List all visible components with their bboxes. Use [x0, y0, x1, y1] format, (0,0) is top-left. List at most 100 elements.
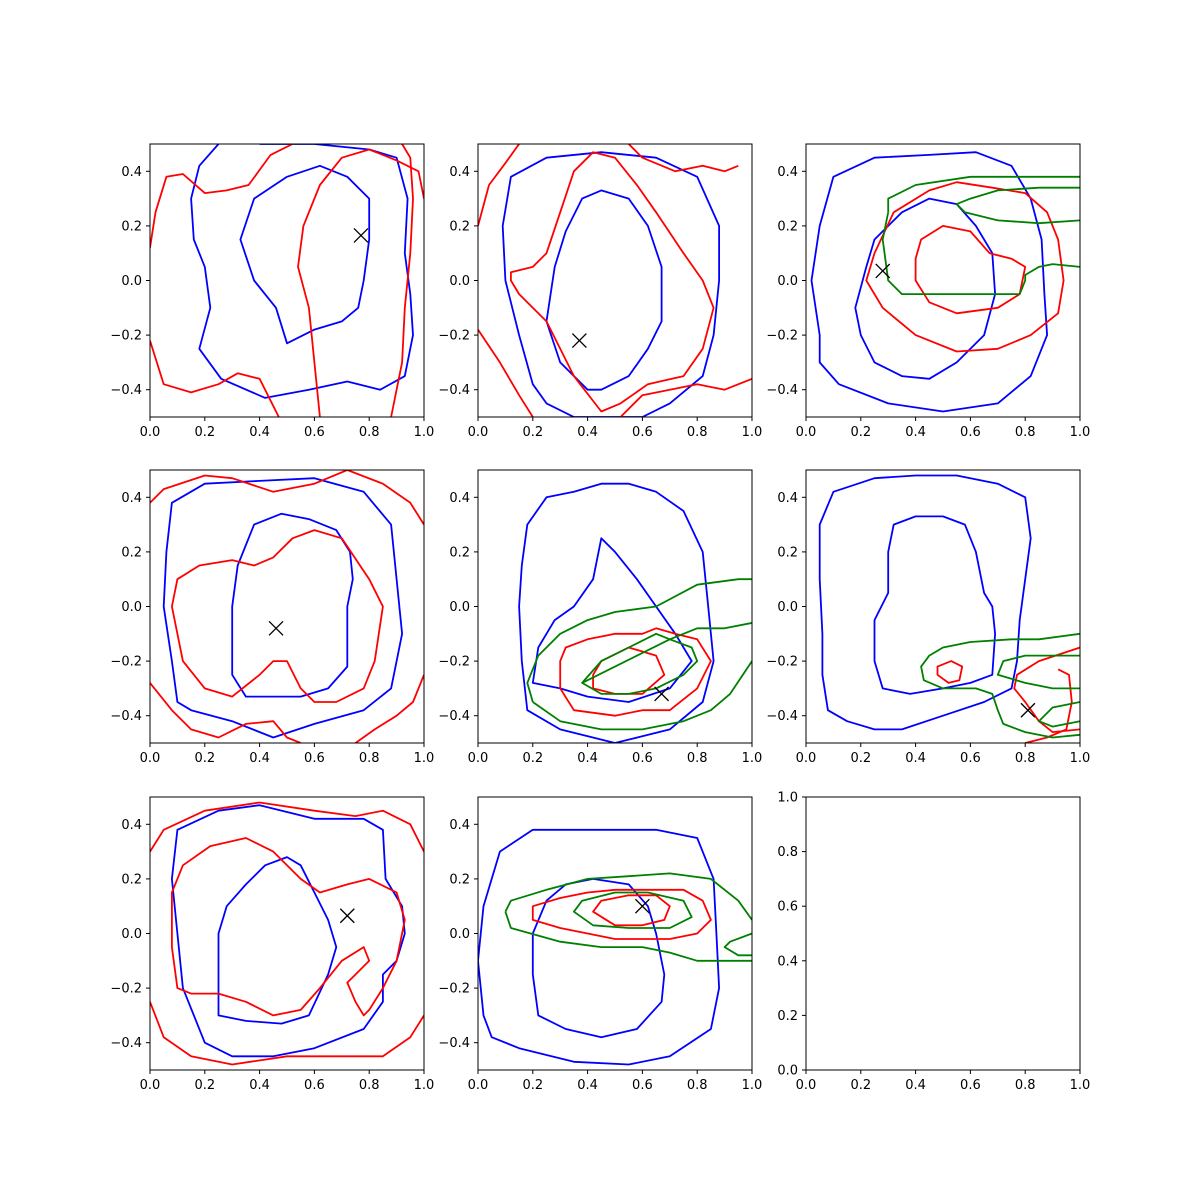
- y-tick-label: −0.2: [110, 329, 142, 344]
- y-tick-label: 0.0: [449, 274, 470, 289]
- y-tick-label: 0.0: [777, 600, 798, 615]
- green-contour-8: [1038, 701, 1080, 728]
- y-tick-label: −0.4: [766, 709, 798, 724]
- y-tick-label: 0.4: [449, 491, 470, 506]
- x-tick-label: 0.6: [632, 751, 653, 766]
- y-tick-label: 0.0: [449, 927, 470, 942]
- x-marker: [339, 908, 355, 924]
- x-tick-label: 0.0: [468, 751, 489, 766]
- x-tick-label: 0.8: [1015, 751, 1036, 766]
- blue-contour-1: [518, 482, 715, 743]
- axes-frame: [805, 469, 1081, 744]
- y-tick-label: 0.2: [449, 872, 470, 887]
- red-contour-4: [150, 682, 302, 743]
- blue-contour-1: [162, 477, 404, 739]
- red-contour-4: [1013, 646, 1080, 733]
- y-tick-label: 0.0: [121, 927, 142, 942]
- y-tick-label: 0.2: [777, 1009, 798, 1024]
- x-tick-label: 0.8: [687, 1078, 708, 1093]
- x-marker: [571, 333, 587, 349]
- axes-frame: [149, 143, 425, 418]
- blue-contour-2: [531, 537, 693, 703]
- x-tick-label: 1.0: [1070, 751, 1091, 766]
- blue-contour-2: [239, 164, 371, 345]
- green-contour-5: [526, 578, 752, 703]
- x-tick-label: 0.4: [905, 425, 926, 440]
- red-contour-4: [150, 340, 280, 417]
- y-tick-label: 0.4: [777, 954, 798, 969]
- y-tick-label: −0.4: [438, 383, 470, 398]
- x-tick-label: 0.0: [140, 751, 161, 766]
- x-tick-label: 1.0: [1070, 425, 1091, 440]
- y-tick-label: 0.4: [121, 491, 142, 506]
- blue-contour-1: [170, 804, 406, 1058]
- y-tick-label: 0.0: [449, 600, 470, 615]
- green-contour-8: [581, 638, 699, 695]
- x-tick-label: 0.4: [905, 751, 926, 766]
- x-tick-label: 1.0: [1070, 1078, 1091, 1093]
- x-tick-label: 0.4: [249, 425, 270, 440]
- green-contour-5: [504, 872, 752, 921]
- red-contour-6: [390, 144, 414, 417]
- y-tick-label: 0.4: [777, 165, 798, 180]
- x-tick-label: 0.8: [359, 425, 380, 440]
- plot-area: [518, 482, 752, 743]
- x-marker: [875, 263, 891, 279]
- x-tick-label: 0.6: [632, 425, 653, 440]
- blue-contour-2: [854, 197, 996, 380]
- x-tick-label: 0.2: [522, 1078, 543, 1093]
- subplot-6: 0.0 0.2 0.4 0.6 0.8 1.0 −0.4 −0.2 0.0 0.2 0.4: [766, 469, 1091, 766]
- y-tick-label: 1.0: [777, 791, 798, 806]
- x-tick-label: 0.4: [249, 1078, 270, 1093]
- y-tick-label: 0.2: [777, 219, 798, 234]
- x-marker: [634, 898, 650, 914]
- green-contour-8: [573, 891, 693, 929]
- blue-contour-2: [231, 512, 354, 698]
- red-contour-3: [150, 801, 424, 853]
- red-contour-5: [170, 837, 406, 1017]
- x-tick-label: 0.0: [796, 1078, 817, 1093]
- x-tick-label: 0.0: [468, 425, 489, 440]
- plot-area: [818, 474, 1080, 743]
- red-contour-3: [531, 888, 712, 940]
- red-contour-4: [628, 144, 739, 173]
- x-tick-label: 0.6: [304, 751, 325, 766]
- x-tick-label: 0.0: [140, 425, 161, 440]
- y-tick-label: 0.2: [121, 872, 142, 887]
- red-contour-3: [478, 144, 520, 227]
- blue-contour-2: [873, 515, 996, 695]
- x-tick-label: 1.0: [742, 751, 763, 766]
- y-tick-label: −0.4: [438, 709, 470, 724]
- x-tick-label: 0.4: [577, 1078, 598, 1093]
- red-contour-4: [592, 646, 666, 695]
- x-tick-label: 0.0: [796, 425, 817, 440]
- y-tick-label: 0.2: [121, 545, 142, 560]
- x-marker: [654, 686, 670, 702]
- red-contour-3: [936, 660, 964, 684]
- y-tick-label: −0.4: [110, 1036, 142, 1051]
- x-tick-label: 0.8: [359, 751, 380, 766]
- x-tick-label: 0.0: [140, 1078, 161, 1093]
- subplot-5: 0.0 0.2 0.4 0.6 0.8 1.0 −0.4 −0.2 0.0 0.2 0.4: [438, 469, 763, 766]
- plot-area: [478, 144, 752, 417]
- x-tick-label: 0.8: [359, 1078, 380, 1093]
- x-tick-label: 0.2: [850, 751, 871, 766]
- plot-area: [150, 144, 424, 417]
- x-tick-label: 0.6: [632, 1078, 653, 1093]
- x-tick-label: 0.4: [249, 751, 270, 766]
- x-tick-label: 1.0: [742, 425, 763, 440]
- red-contour-3: [150, 470, 424, 526]
- y-tick-label: −0.4: [766, 383, 798, 398]
- x-marker: [268, 620, 284, 636]
- blue-contour-1: [190, 144, 414, 399]
- y-tick-label: −0.2: [110, 655, 142, 670]
- y-tick-label: 0.2: [777, 545, 798, 560]
- y-tick-label: 0.2: [121, 219, 142, 234]
- axes-frame: [805, 143, 1081, 418]
- blue-contour-1: [478, 828, 720, 1066]
- green-contour-7: [581, 622, 752, 684]
- green-contour-6: [504, 911, 752, 962]
- y-tick-label: −0.2: [110, 982, 142, 997]
- x-tick-label: 0.0: [468, 1078, 489, 1093]
